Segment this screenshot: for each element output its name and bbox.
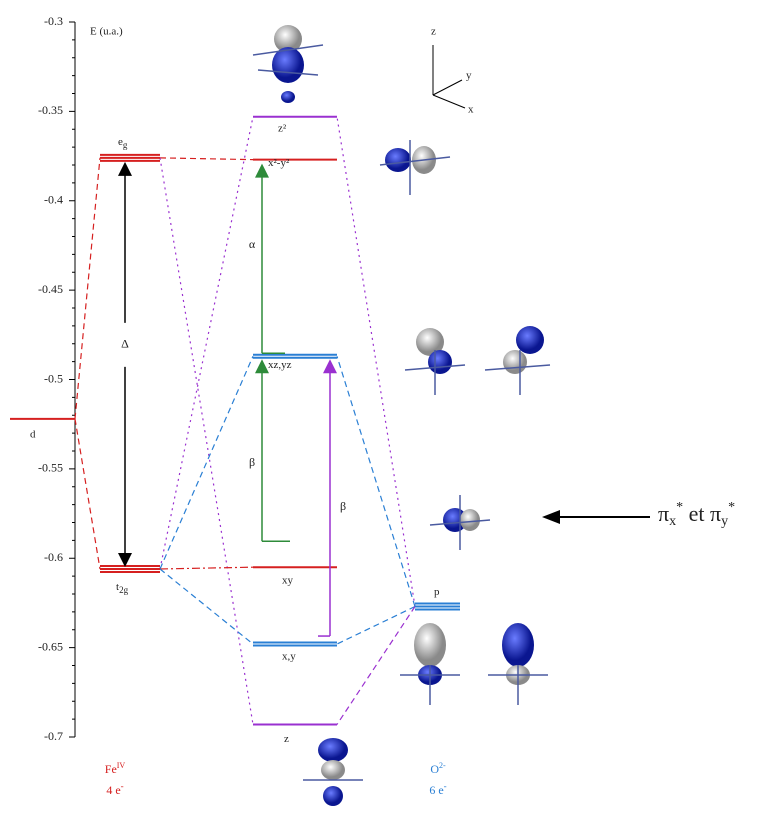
electron-sign: - bbox=[121, 781, 124, 791]
y-tick-label: -0.35 bbox=[38, 103, 63, 117]
energy-level bbox=[415, 604, 460, 610]
transition-label: α bbox=[249, 237, 256, 251]
correlation-line bbox=[160, 158, 253, 725]
energy-level bbox=[253, 643, 337, 646]
level-label: xy bbox=[282, 575, 294, 587]
frame-x: x bbox=[468, 104, 474, 116]
arrow-head bbox=[323, 359, 337, 373]
correlation-line bbox=[337, 117, 415, 607]
level-label: p bbox=[434, 586, 440, 598]
y-tick-label: -0.4 bbox=[44, 193, 63, 207]
mo-diagram: z y x E (u.a.) πx* et πy* -0.3 -0.35 -0.4 -… bbox=[0, 0, 775, 818]
level-label: t2g bbox=[116, 581, 129, 596]
annotation-arrow bbox=[542, 510, 650, 524]
fragment-electrons: 4 e- bbox=[106, 781, 123, 797]
transition-label: β bbox=[249, 455, 255, 469]
correlation-line bbox=[75, 419, 100, 569]
fragment-base: O bbox=[430, 762, 439, 776]
fragment-base: Fe bbox=[105, 762, 117, 776]
energy-level bbox=[100, 155, 160, 161]
y-tick-label: -0.6 bbox=[44, 550, 63, 564]
correlation-line bbox=[337, 607, 415, 725]
electron-count: 6 e bbox=[429, 783, 443, 797]
level-label: d bbox=[30, 428, 36, 440]
fragment-sup: IV bbox=[117, 761, 126, 770]
fragment-electrons: 6 e- bbox=[429, 781, 446, 797]
label-sub: g bbox=[123, 140, 128, 150]
orbital-images bbox=[253, 25, 550, 806]
level-label: xz,yz bbox=[268, 359, 292, 371]
level-label: x²-y² bbox=[268, 157, 290, 169]
energy-level bbox=[100, 566, 160, 572]
frame-y: y bbox=[466, 70, 472, 82]
y-tick-label: -0.65 bbox=[38, 639, 63, 653]
y-tick-label: -0.45 bbox=[38, 282, 63, 296]
y-tick-label: -0.3 bbox=[44, 14, 63, 28]
correlation-line bbox=[160, 569, 253, 644]
correlation-line bbox=[160, 117, 253, 569]
level-label: z² bbox=[278, 122, 287, 134]
level-label: z bbox=[284, 733, 289, 745]
y-tick-label: -0.55 bbox=[38, 461, 63, 475]
annotation: πx* et πy* bbox=[658, 500, 735, 529]
correlation-line bbox=[160, 356, 253, 569]
electron-sign: - bbox=[444, 781, 447, 791]
fragment-label: O2- bbox=[430, 761, 446, 776]
electron-count: 4 e bbox=[106, 783, 120, 797]
energy-level bbox=[253, 355, 337, 358]
correlation-line bbox=[160, 567, 253, 569]
correlation-line bbox=[160, 158, 253, 160]
transition-label: β bbox=[340, 499, 346, 513]
level-label: eg bbox=[118, 135, 128, 150]
fragment-label: FeIV bbox=[105, 761, 126, 776]
level-label: x,y bbox=[282, 651, 296, 663]
transition-label: Δ bbox=[121, 337, 129, 351]
frame-axes bbox=[433, 45, 465, 108]
fragment-sup: 2- bbox=[439, 761, 446, 770]
frame-z: z bbox=[431, 26, 436, 38]
axis-title: E (u.a.) bbox=[90, 26, 123, 38]
y-tick-label: -0.7 bbox=[44, 729, 63, 743]
label-sub: 2g bbox=[119, 585, 129, 595]
correlation-line bbox=[337, 356, 415, 606]
arrow-head bbox=[255, 359, 269, 373]
y-tick-label: -0.5 bbox=[44, 371, 63, 385]
arrow-head bbox=[118, 162, 132, 176]
arrow-head bbox=[118, 553, 132, 567]
correlation-line bbox=[75, 158, 100, 419]
arrow-head bbox=[255, 164, 269, 178]
